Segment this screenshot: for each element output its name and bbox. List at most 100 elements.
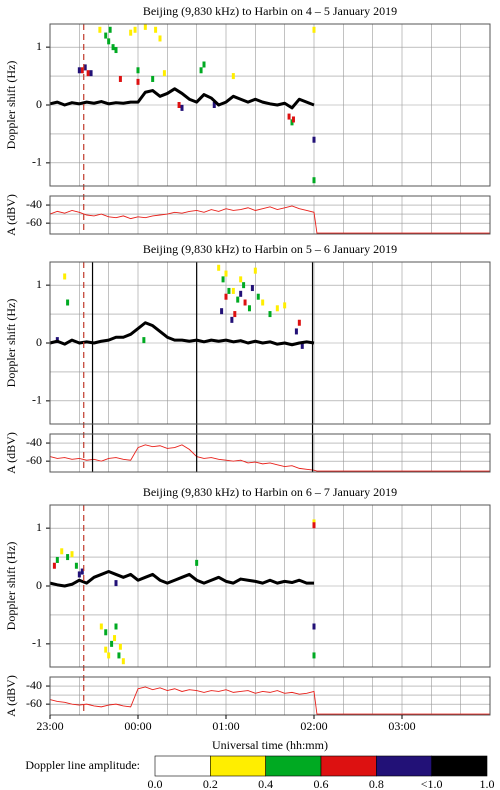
doppler-dot	[83, 64, 87, 71]
doppler-dot	[291, 116, 295, 123]
x-tick-label: 01:00	[212, 719, 239, 733]
doppler-dot	[52, 562, 56, 569]
doppler-dot	[227, 287, 231, 294]
colorbar-box	[376, 755, 432, 777]
x-tick-label: 03:00	[388, 719, 415, 733]
doppler-dot	[268, 311, 272, 318]
doppler-dot	[66, 299, 70, 306]
doppler-dot	[114, 623, 118, 630]
amp-frame	[49, 195, 491, 235]
x-tick-label: 02:00	[300, 719, 327, 733]
doppler-dot	[113, 635, 117, 642]
doppler-dot	[312, 652, 316, 659]
x-tick-label: 23:00	[36, 719, 63, 733]
doppler-dot	[224, 270, 228, 277]
doppler-dot	[230, 316, 234, 323]
doppler-dot	[66, 554, 70, 561]
doppler-dot	[283, 302, 287, 309]
colorbar-box	[431, 755, 488, 777]
panel-title: Beijing (9,830 kHz) to Harbin on 5 – 6 J…	[143, 242, 397, 256]
doppler-dot	[239, 276, 243, 283]
doppler-dot	[287, 113, 291, 120]
doppler-dot	[114, 580, 118, 587]
doppler-dot	[89, 70, 93, 77]
doppler-dot	[117, 652, 121, 659]
doppler-dot	[250, 285, 254, 292]
doppler-dot	[180, 104, 184, 111]
doppler-trace	[49, 87, 315, 110]
amp-y-tick-label: -40	[26, 197, 42, 211]
doppler-dot	[98, 26, 102, 33]
doppler-dot	[261, 299, 265, 306]
doppler-dot	[158, 35, 162, 42]
amplitude-line	[49, 686, 490, 715]
y-tick-label: 0	[36, 335, 42, 349]
amp-axis-label: A (dBV)	[4, 194, 18, 236]
doppler-dot	[154, 26, 158, 33]
amp-frame	[49, 433, 491, 473]
colorbar-tick-label: 1.0	[480, 777, 495, 790]
doppler-dot	[104, 32, 108, 39]
doppler-dot	[114, 47, 118, 54]
doppler-dot	[80, 67, 84, 74]
doppler-dot	[217, 264, 221, 271]
doppler-dot	[107, 38, 111, 45]
doppler-dot	[242, 282, 246, 289]
doppler-dot	[312, 177, 316, 184]
colorbar-tick-label: <1.0	[421, 777, 443, 790]
y-tick-label: 1	[36, 520, 42, 534]
x-tick-label: 00:00	[124, 719, 151, 733]
doppler-dot	[136, 78, 140, 85]
colorbar-label: Doppler line amplitude:	[25, 758, 140, 772]
doppler-dot	[233, 311, 237, 318]
amp-y-tick-label: -60	[26, 453, 42, 467]
doppler-dot	[294, 328, 298, 335]
colorbar-tick-label: 0.2	[203, 777, 218, 790]
doppler-dot	[70, 551, 74, 558]
doppler-dot	[199, 67, 203, 74]
amp-y-tick-label: -40	[26, 435, 42, 449]
y-tick-label: 1	[36, 277, 42, 291]
doppler-dot	[74, 562, 78, 569]
doppler-dot	[224, 293, 228, 300]
doppler-dot	[247, 305, 251, 312]
amp-axis-label: A (dBV)	[4, 675, 18, 717]
doppler-dot	[275, 305, 279, 312]
doppler-trace	[49, 570, 314, 588]
colorbar-box	[210, 755, 266, 777]
y-tick-label: -1	[32, 636, 42, 650]
plot-frame	[49, 261, 491, 425]
doppler-dot	[239, 290, 243, 297]
doppler-dot	[195, 559, 199, 566]
doppler-dot	[80, 568, 84, 575]
doppler-dot	[63, 273, 67, 280]
amp-y-tick-label: -40	[26, 678, 42, 692]
y-axis-label: Doppler shift (Hz)	[4, 542, 18, 631]
colorbar-tick-label: 0.6	[314, 777, 329, 790]
doppler-dot	[118, 643, 122, 650]
doppler-dot	[143, 23, 147, 30]
doppler-dot	[129, 29, 133, 36]
amp-y-tick-label: -60	[26, 215, 42, 229]
colorbar-box	[154, 755, 211, 777]
doppler-dot	[162, 70, 166, 77]
doppler-dot	[312, 26, 316, 33]
x-axis-label: Universal time (hh:mm)	[212, 738, 328, 752]
y-axis-label: Doppler shift (Hz)	[4, 61, 18, 150]
doppler-dot	[110, 640, 114, 647]
doppler-dot	[300, 342, 304, 349]
amp-axis-label: A (dBV)	[4, 432, 18, 474]
doppler-dot	[297, 319, 301, 326]
doppler-dot	[86, 70, 90, 77]
doppler-dot	[220, 308, 224, 315]
doppler-dot	[136, 67, 140, 74]
colorbar-tick-label: 0.8	[369, 777, 384, 790]
doppler-dot	[253, 267, 257, 274]
doppler-dot	[55, 556, 59, 563]
plot-frame	[49, 23, 491, 187]
doppler-dot	[104, 629, 108, 636]
doppler-dot	[118, 75, 122, 82]
doppler-dot	[99, 623, 103, 630]
doppler-dot	[104, 646, 108, 653]
doppler-dot	[221, 276, 225, 283]
